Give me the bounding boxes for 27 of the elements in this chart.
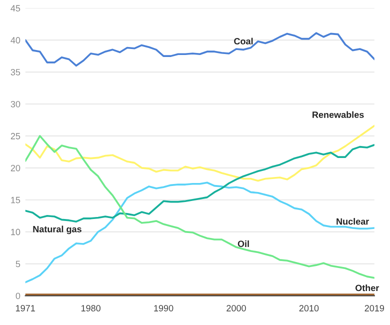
- line-series: [25, 32, 374, 67]
- y-tick-label: 20: [10, 164, 20, 172]
- y-tick-label: 10: [11, 228, 20, 236]
- y-tick-label: 30: [10, 100, 20, 108]
- x-tick-label: 1971: [16, 305, 35, 312]
- y-tick-label: 5: [16, 260, 20, 268]
- series-label: Natural gas: [33, 226, 82, 234]
- x-tick-label: 1980: [81, 305, 100, 312]
- series-label: Oil: [238, 240, 249, 248]
- y-tick-label: 0: [16, 292, 20, 300]
- x-tick-label: 1990: [154, 305, 174, 312]
- series-label: Renewables: [312, 111, 364, 118]
- series-label: Nuclear: [336, 218, 370, 225]
- x-tick-label: 2010: [299, 305, 319, 312]
- series-label: Other: [355, 284, 380, 292]
- y-tick-label: 35: [10, 69, 20, 76]
- series-label: Coal: [234, 38, 253, 44]
- y-tick-label: 40: [10, 37, 20, 44]
- line-series: [25, 135, 374, 279]
- x-tick-label: 2000: [226, 305, 246, 312]
- x-tick-label: 2019: [364, 305, 384, 312]
- y-tick-label: 25: [10, 132, 20, 140]
- y-tick-label: 15: [11, 196, 20, 204]
- line-series: [25, 182, 374, 284]
- line-series: [25, 144, 374, 223]
- y-tick-label: 45: [10, 5, 20, 12]
- line-series: [25, 124, 374, 182]
